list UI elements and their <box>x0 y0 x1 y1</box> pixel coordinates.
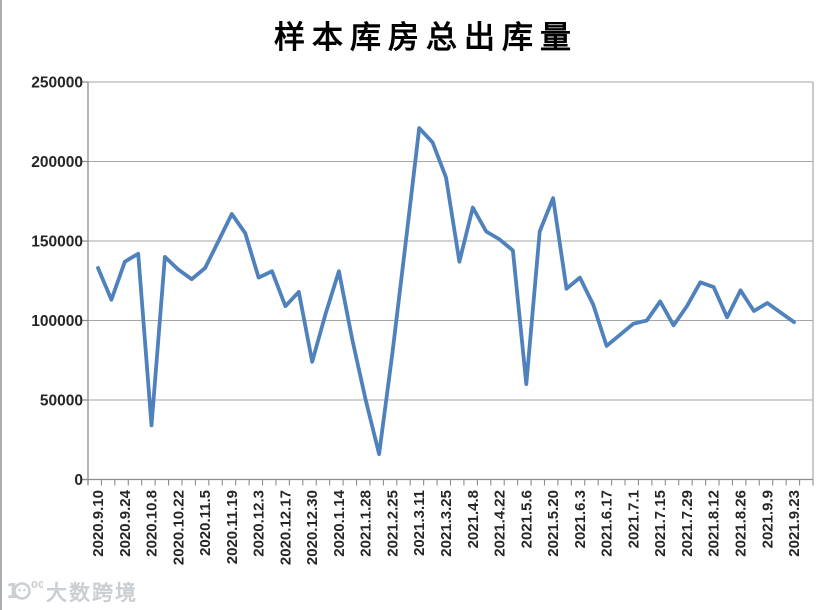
x-axis-tick-label: 2021.6.3 <box>572 490 589 548</box>
x-axis-tick-label: 2021.8.12 <box>706 490 723 557</box>
x-axis-tick-label: 2020.12.17 <box>277 490 294 565</box>
x-axis-tick-label: 2021.5.20 <box>545 490 562 557</box>
x-axis-tick-label: 2020.12.30 <box>304 490 321 565</box>
series-line <box>96 126 796 457</box>
x-axis-tick-label: 2020.10.22 <box>170 490 187 565</box>
x-axis-tick-label: 2021.5.6 <box>518 490 535 548</box>
x-axis-tick-label: 2021.1.28 <box>358 490 375 557</box>
x-axis-tick-label: 2021.7.29 <box>679 490 696 557</box>
x-axis-tick-label: 2020.9.24 <box>117 489 134 556</box>
x-axis-tick-label: 2021.7.1 <box>625 490 642 548</box>
x-axis-tick-label: 2021.6.17 <box>599 490 616 557</box>
x-axis-tick-label: 2021.3.11 <box>411 490 428 556</box>
x-axis-tick-label: 2020.10.8 <box>144 490 161 557</box>
x-axis-tick-label: 2020.9.10 <box>90 490 107 557</box>
x-axis-tick-label: 2021.9.9 <box>759 490 776 548</box>
y-axis-tick-label: 100000 <box>31 313 83 330</box>
watermark-logo-icon: 1 00 <box>5 576 45 608</box>
watermark-text: 大数跨境 <box>46 581 138 605</box>
y-axis-tick-label: 150000 <box>31 234 83 251</box>
y-axis-tick-label: 200000 <box>31 154 83 171</box>
watermark: 1 00 大数跨境 <box>5 576 138 608</box>
svg-text:00: 00 <box>31 580 43 591</box>
x-axis-tick-label: 2021.4.8 <box>465 490 482 548</box>
chart-title: 样本库房总出库量 <box>274 20 578 56</box>
x-axis-tick-label: 2021.3.25 <box>438 490 455 557</box>
x-axis-tick-label: 2020.11.5 <box>197 490 214 556</box>
x-axis-tick-label: 2020.12.3 <box>251 490 268 557</box>
x-axis-tick-label: 2021.4.22 <box>492 490 509 557</box>
window-left-border <box>0 0 2 610</box>
x-axis-tick-label: 2021.2.25 <box>384 490 401 557</box>
x-axis-tick-label: 2020.1.14 <box>331 489 348 556</box>
svg-text:1: 1 <box>6 579 20 603</box>
x-axis-tick-label: 2020.11.19 <box>224 490 241 564</box>
x-axis-tick-label: 2021.7.15 <box>652 490 669 557</box>
y-axis-tick-label: 250000 <box>31 75 83 92</box>
x-axis-tick-label: 2021.8.26 <box>732 490 749 557</box>
x-axis-tick-label: 2021.9.23 <box>786 490 803 557</box>
y-axis-tick-label: 0 <box>74 472 83 489</box>
y-axis-tick-label: 50000 <box>40 393 83 410</box>
